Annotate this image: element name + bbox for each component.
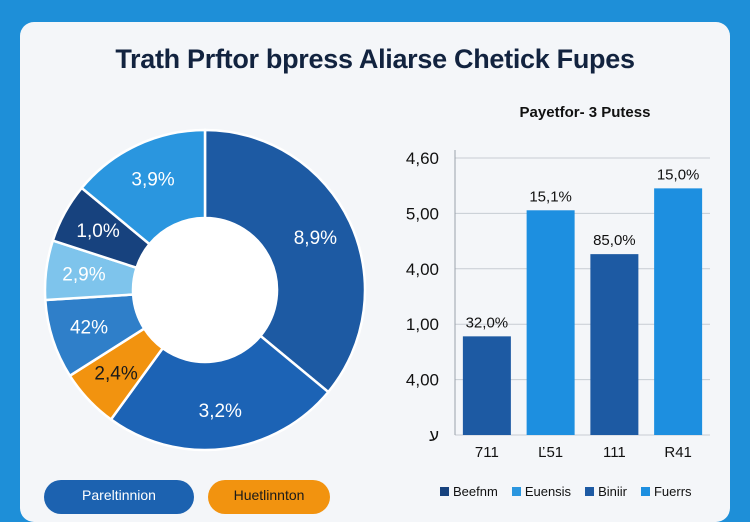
donut-slice-label: 3,2% (199, 401, 242, 422)
legend-label: Euensis (524, 484, 572, 499)
bar-chart-title: Payetfor- 3 Putess (519, 104, 651, 121)
legend-item: Biniir (585, 484, 627, 499)
donut-slice-label: 2,4% (94, 364, 137, 385)
donut-slice (109, 334, 331, 452)
legend-label: Fuerrs (653, 484, 692, 499)
legend-label: Biniir (598, 484, 627, 499)
legend-label: Beefnm (453, 484, 498, 499)
legend-swatch (585, 487, 595, 496)
legend-item: Euensis (511, 484, 572, 499)
legend-item: Beefnm (440, 484, 498, 499)
donut-slice-label: 1,0% (76, 221, 119, 242)
donut-slice-label: 3,9% (131, 170, 174, 191)
legend-swatch (511, 487, 521, 496)
donut-chart: 8,9% 3,2% 2,4% 42% 2,9% 1,0% 3,9% (43, 128, 367, 452)
legend-item: Fuerrs (640, 484, 692, 499)
donut-slice (79, 128, 207, 246)
donut-hole (134, 219, 276, 361)
legend-swatch (640, 487, 650, 496)
donut-slice-label: 2,9% (62, 265, 105, 286)
donut-slice (203, 128, 367, 394)
page-title: Trath Prftor bpress Aliarse Chetick Fupe… (115, 44, 635, 74)
bar-chart-legend: Beefnm Euensis Biniir Fuerrs (440, 484, 692, 499)
donut-slice-label: 8,9% (294, 228, 337, 249)
pareltinnion-button[interactable]: Pareltinnion (44, 480, 194, 514)
donut-slice-label: 42% (70, 318, 108, 339)
legend-swatch (440, 487, 449, 496)
huetlinnton-button[interactable]: Huetlinnton (208, 480, 330, 514)
